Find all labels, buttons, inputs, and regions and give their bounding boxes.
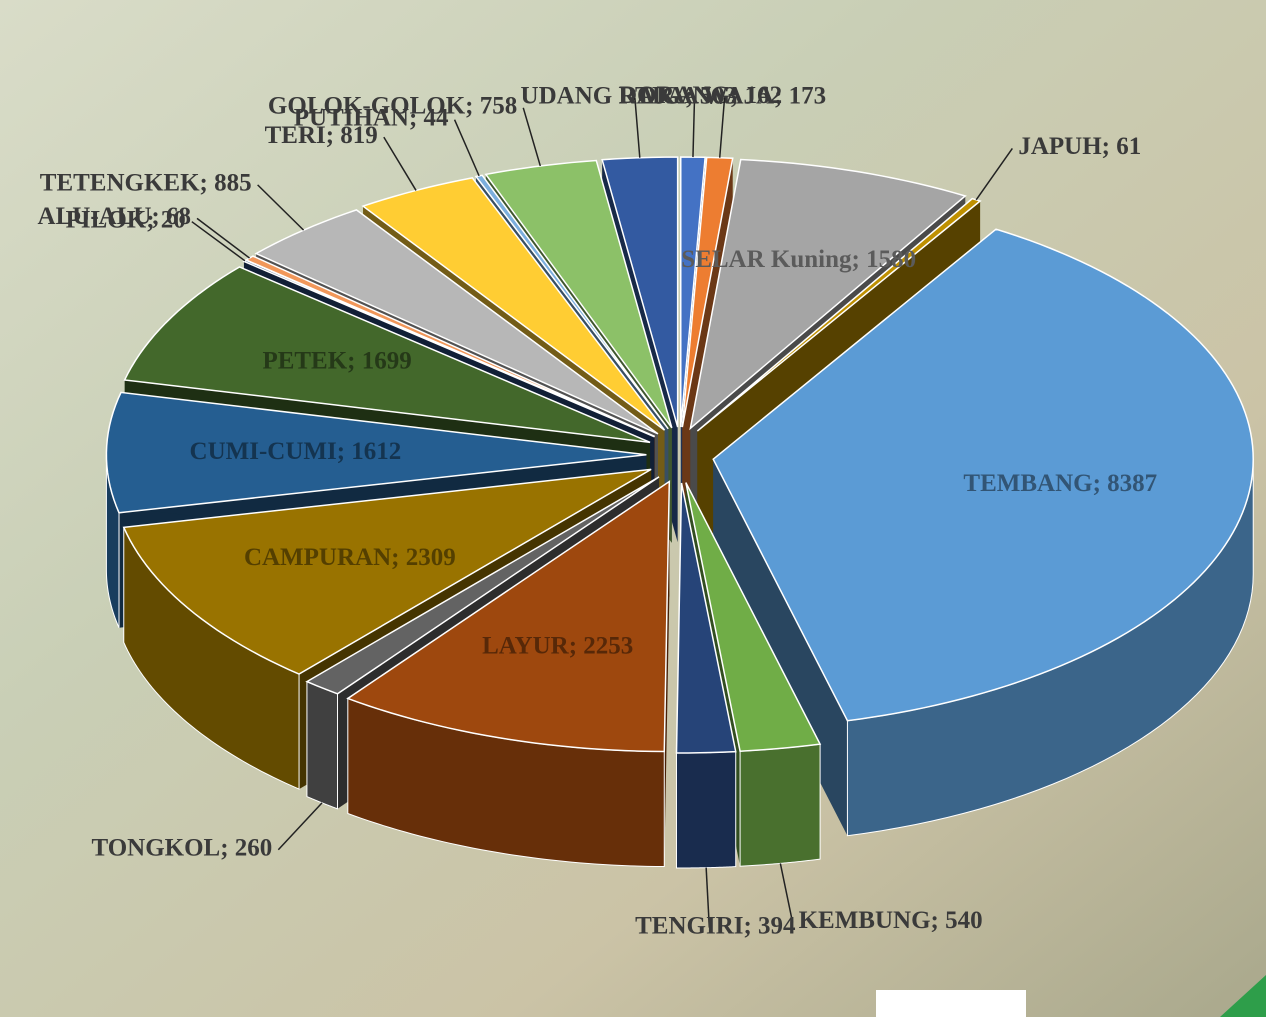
data-label: CUMI-CUMI; 1612 bbox=[190, 438, 402, 465]
data-label: LAYUR; 2253 bbox=[482, 633, 633, 660]
slice-wall bbox=[307, 682, 338, 809]
data-label: KEMBUNG; 540 bbox=[799, 907, 983, 934]
data-label: SELAR Kuning; 1580 bbox=[681, 246, 916, 273]
slice-wall bbox=[740, 744, 820, 866]
data-label: JAPUH; 61 bbox=[1018, 133, 1141, 160]
slice-wall bbox=[676, 752, 735, 868]
qr-code bbox=[876, 990, 1026, 1017]
data-label: GOLOK-GOLOK; 758 bbox=[268, 93, 517, 120]
data-label: ALU-ALU; 68 bbox=[38, 203, 191, 230]
data-label: UDANG RAJA; 503 bbox=[521, 83, 738, 110]
data-label: PETEK; 1699 bbox=[262, 348, 411, 375]
data-label: CAMPURAN; 2309 bbox=[244, 544, 456, 571]
data-label: TONGKOL; 260 bbox=[92, 834, 273, 861]
data-label: TETENGKEK; 885 bbox=[40, 170, 252, 197]
chart: DORANG; 162TIGA WAJA; 173SELAR Kuning; 1… bbox=[0, 0, 1266, 1017]
data-label: TEMBANG; 8387 bbox=[963, 470, 1157, 497]
data-label: TENGIRI; 394 bbox=[635, 912, 796, 939]
